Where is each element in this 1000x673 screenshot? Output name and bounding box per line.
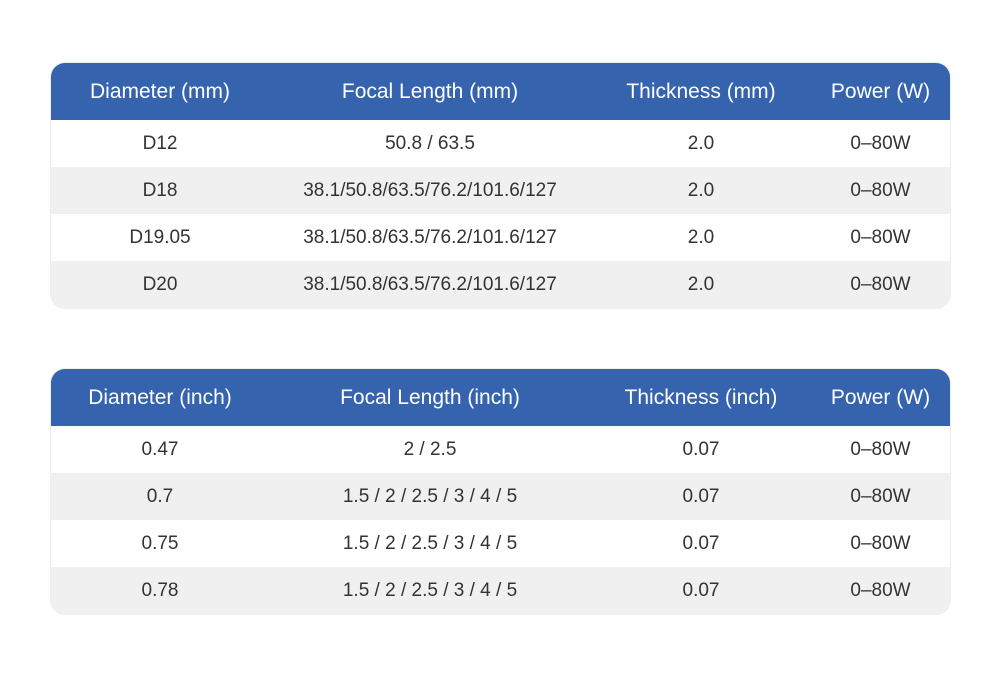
cell-focal-length: 38.1/50.8/63.5/76.2/101.6/127: [303, 273, 557, 295]
table-row: D20 38.1/50.8/63.5/76.2/101.6/127 2.0 0–…: [51, 261, 950, 308]
cell-power: 0–80W: [850, 438, 911, 460]
header-power: Power (W): [830, 385, 931, 409]
cell-power: 0–80W: [850, 532, 911, 554]
cell-power: 0–80W: [850, 179, 911, 201]
table-row: 0.75 1.5 / 2 / 2.5 / 3 / 4 / 5 0.07 0–80…: [51, 520, 950, 567]
cell-thickness: 0.07: [682, 579, 720, 601]
table-header-row: Diameter (inch) Focal Length (inch) Thic…: [51, 369, 950, 426]
cell-power: 0–80W: [850, 273, 911, 295]
cell-diameter: D12: [142, 132, 178, 154]
table-row: D19.05 38.1/50.8/63.5/76.2/101.6/127 2.0…: [51, 214, 950, 261]
cell-thickness: 0.07: [682, 438, 720, 460]
cell-thickness: 2.0: [687, 132, 715, 154]
table-row: 0.47 2 / 2.5 0.07 0–80W: [51, 426, 950, 473]
cell-diameter: 0.75: [141, 532, 179, 554]
table-row: D18 38.1/50.8/63.5/76.2/101.6/127 2.0 0–…: [51, 167, 950, 214]
cell-focal-length: 1.5 / 2 / 2.5 / 3 / 4 / 5: [342, 579, 518, 601]
header-thickness: Thickness (inch): [624, 385, 778, 409]
cell-diameter: D20: [142, 273, 178, 295]
header-power: Power (W): [830, 79, 931, 103]
cell-power: 0–80W: [850, 485, 911, 507]
cell-focal-length: 50.8 / 63.5: [385, 132, 475, 154]
cell-thickness: 2.0: [687, 226, 715, 248]
cell-focal-length: 38.1/50.8/63.5/76.2/101.6/127: [303, 226, 557, 248]
cell-power: 0–80W: [850, 132, 911, 154]
cell-focal-length: 2 / 2.5: [403, 438, 457, 460]
header-focal-length: Focal Length (inch): [340, 385, 520, 409]
cell-power: 0–80W: [850, 226, 911, 248]
table-row: 0.7 1.5 / 2 / 2.5 / 3 / 4 / 5 0.07 0–80W: [51, 473, 950, 520]
table-row: D12 50.8 / 63.5 2.0 0–80W: [51, 120, 950, 167]
header-diameter: Diameter (inch): [88, 385, 232, 409]
cell-diameter: 0.7: [146, 485, 174, 507]
cell-diameter: 0.47: [141, 438, 179, 460]
table-header-row: Diameter (mm) Focal Length (mm) Thicknes…: [51, 63, 950, 120]
cell-thickness: 2.0: [687, 273, 715, 295]
header-diameter: Diameter (mm): [90, 79, 230, 103]
table-row: 0.78 1.5 / 2 / 2.5 / 3 / 4 / 5 0.07 0–80…: [51, 567, 950, 614]
cell-thickness: 2.0: [687, 179, 715, 201]
header-focal-length: Focal Length (mm): [341, 79, 519, 103]
spec-table-mm: Diameter (mm) Focal Length (mm) Thicknes…: [51, 63, 950, 308]
cell-thickness: 0.07: [682, 532, 720, 554]
cell-focal-length: 1.5 / 2 / 2.5 / 3 / 4 / 5: [342, 485, 518, 507]
cell-diameter: 0.78: [141, 579, 179, 601]
cell-diameter: D18: [142, 179, 178, 201]
spec-table-inch: Diameter (inch) Focal Length (inch) Thic…: [51, 369, 950, 614]
cell-focal-length: 1.5 / 2 / 2.5 / 3 / 4 / 5: [342, 532, 518, 554]
cell-focal-length: 38.1/50.8/63.5/76.2/101.6/127: [303, 179, 557, 201]
header-thickness: Thickness (mm): [626, 79, 776, 103]
cell-power: 0–80W: [850, 579, 911, 601]
cell-thickness: 0.07: [682, 485, 720, 507]
cell-diameter: D19.05: [129, 226, 191, 248]
